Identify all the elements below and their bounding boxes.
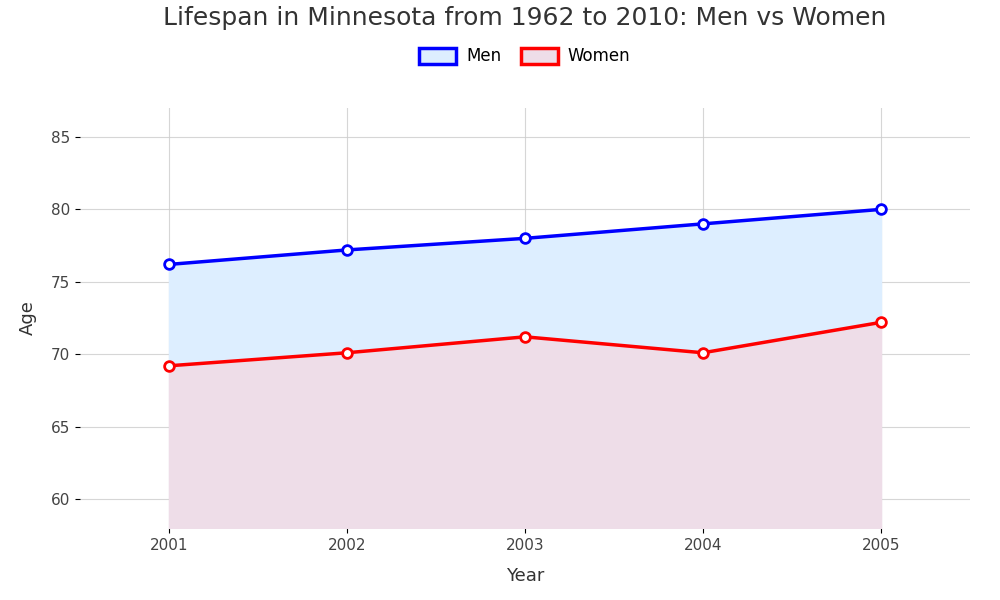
- Legend: Men, Women: Men, Women: [413, 41, 637, 72]
- Y-axis label: Age: Age: [19, 301, 37, 335]
- Title: Lifespan in Minnesota from 1962 to 2010: Men vs Women: Lifespan in Minnesota from 1962 to 2010:…: [163, 5, 887, 29]
- X-axis label: Year: Year: [506, 566, 544, 584]
